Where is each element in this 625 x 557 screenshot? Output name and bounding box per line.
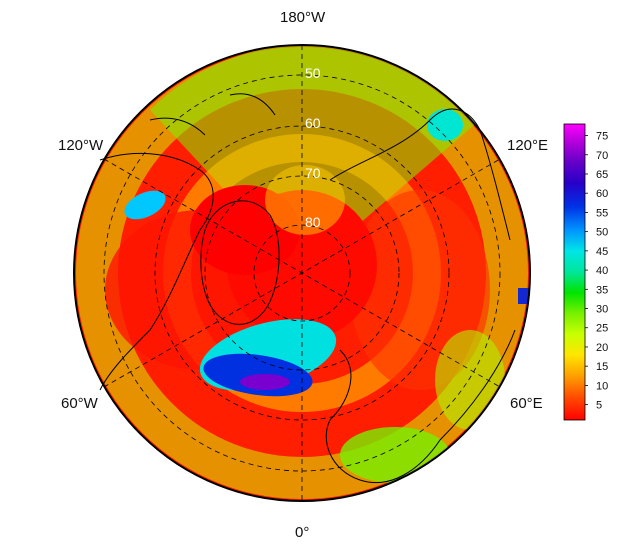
field-kamchatka-cyan [427,109,463,141]
field-asia-green [435,330,505,430]
colorbar-tick-label: 50 [596,227,608,239]
colorbar-gradient [563,123,586,421]
colorbar-tick-label: 65 [596,169,608,181]
lat-circle-60 [154,125,450,421]
greenland-outline [200,200,280,325]
colorbar-tick-label: 45 [596,246,608,258]
colorbar-tick-label: 75 [596,131,608,143]
lat-label-60: 60 [305,115,321,131]
colorbar-ticks: 75 70 65 60 55 50 45 40 35 30 25 20 15 10 5 [585,131,608,412]
field-east-edge-blue [518,288,530,304]
lat-label-80: 80 [305,214,321,230]
colorbar-tick-label: 55 [596,207,608,219]
alaska-coast [149,93,276,136]
lon-label-60e: 60°E [510,395,543,412]
colorbar-tick-label: 60 [596,188,608,200]
colorbar-tick-label: 35 [596,284,608,296]
field-europe-green [340,427,450,483]
lon-label-60w: 60°W [61,395,98,412]
colorbar-tick-label: 20 [596,342,608,354]
lon-label-0: 0° [295,524,310,541]
lon-label-120w: 120°W [58,137,104,154]
colorbar-tick-label: 30 [596,304,608,316]
colorbar-tick-label: 5 [596,400,602,412]
meridian-60w-120e [103,158,501,388]
colorbar-tick-label: 70 [596,150,608,162]
lat-circle-70 [204,175,400,371]
field-siberia-yellow [265,165,345,235]
colorbar-tick-label: 15 [596,361,608,373]
north-america-coast [99,153,214,391]
lon-label-180w: 180°W [280,9,326,26]
field-alaska-cyan [124,190,166,220]
lat-label-70: 70 [305,165,321,181]
siberia-coast [329,108,511,241]
colorbar-tick-label: 25 [596,323,608,335]
map-border [73,44,531,502]
field-atlantic-purple [240,374,290,390]
graticule [103,45,501,501]
colorbar-tick-label: 40 [596,265,608,277]
europe-coast [325,329,516,484]
lat-label-50: 50 [305,65,321,81]
colorbar-tick-label: 10 [596,380,608,392]
coastlines [99,93,516,484]
lon-label-120e: 120°E [507,137,549,154]
colorbar: 75 70 65 60 55 50 45 40 35 30 25 20 15 10 5 [563,123,608,421]
